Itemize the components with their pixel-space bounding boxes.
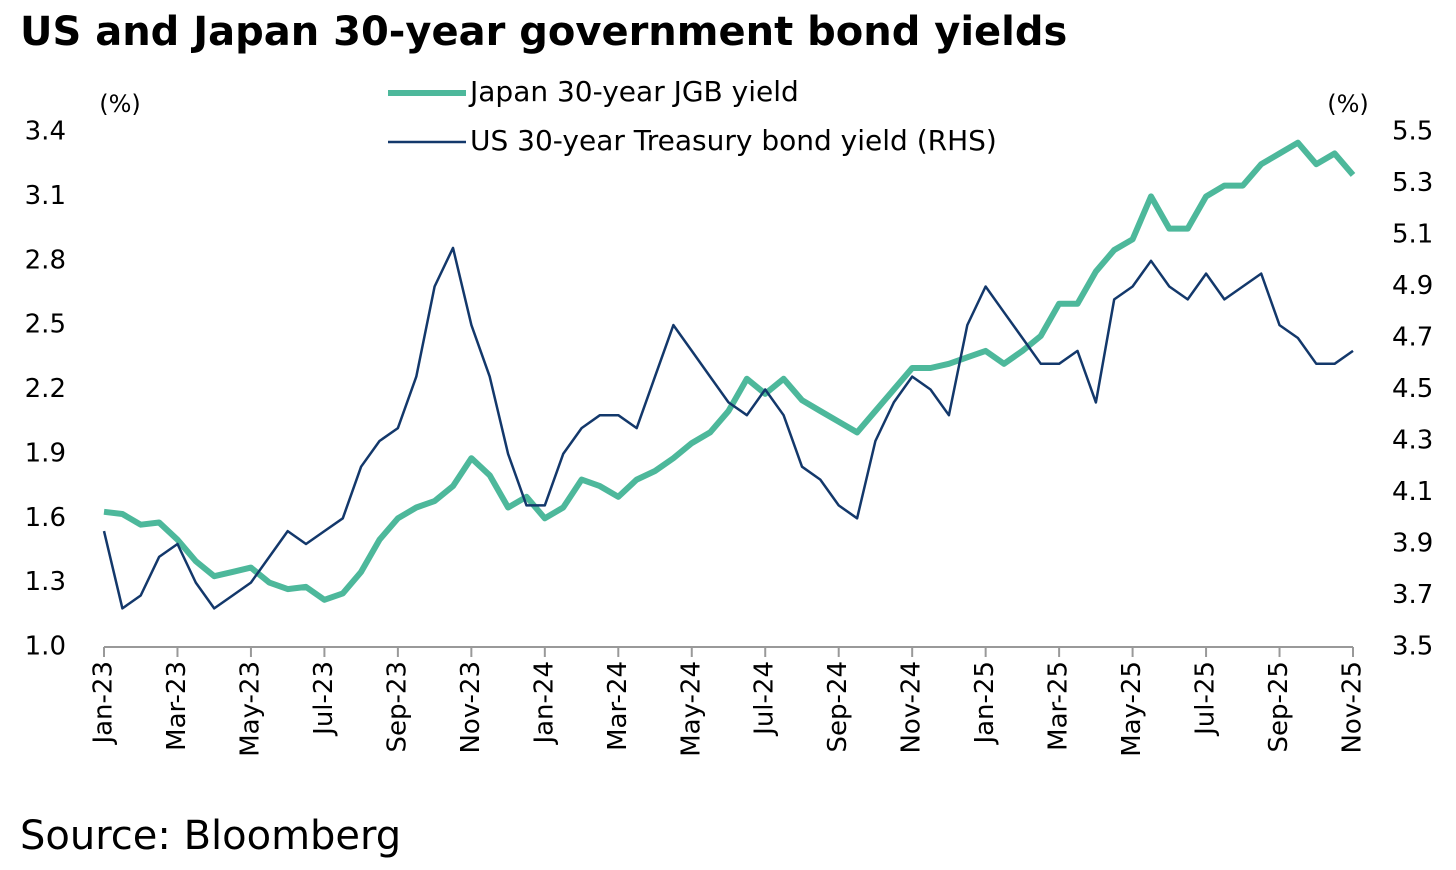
y2-tick-label: 3.9 — [1392, 529, 1433, 559]
y-axis-label: (%) — [99, 90, 141, 118]
y2-tick-label: 4.9 — [1392, 271, 1433, 301]
y-tick-label: 1.3 — [25, 567, 66, 597]
y-tick-label: 1.0 — [25, 632, 66, 662]
y-tick-label: 2.5 — [25, 310, 66, 340]
x-tick-label: Jan-23 — [89, 661, 119, 746]
legend-label: Japan 30-year JGB yield — [468, 75, 799, 108]
y2-tick-label: 4.5 — [1392, 374, 1433, 404]
legend-label: US 30-year Treasury bond yield (RHS) — [470, 124, 997, 157]
x-tick-label: May-25 — [1117, 661, 1147, 757]
x-tick-label: Jan-25 — [970, 661, 1000, 746]
x-tick-label: Sep-25 — [1264, 661, 1294, 752]
x-tick-label: Jul-24 — [750, 661, 780, 737]
y-tick-label: 2.2 — [25, 374, 66, 404]
x-tick-label: Nov-25 — [1338, 661, 1368, 754]
y2-tick-label: 5.5 — [1392, 117, 1433, 147]
x-tick-label: May-23 — [235, 661, 265, 757]
y-tick-label: 1.6 — [25, 503, 66, 533]
y2-axis-label: (%) — [1327, 90, 1369, 118]
x-tick-label: Mar-24 — [603, 661, 633, 751]
chart-title: US and Japan 30-year government bond yie… — [20, 9, 1067, 55]
x-tick-label: Nov-23 — [456, 661, 486, 754]
x-tick-label: Nov-24 — [897, 661, 927, 754]
x-tick-label: Sep-24 — [823, 661, 853, 752]
y-tick-label: 2.8 — [25, 245, 66, 275]
source: Source: Bloomberg — [20, 813, 401, 859]
y2-tick-label: 5.3 — [1392, 168, 1433, 198]
y2-tick-label: 5.1 — [1392, 220, 1433, 250]
y-tick-label: 1.9 — [25, 438, 66, 468]
x-tick-label: Mar-25 — [1044, 661, 1074, 751]
x-tick-label: Sep-23 — [382, 661, 412, 752]
y2-tick-label: 4.3 — [1392, 426, 1433, 456]
x-tick-label: Mar-23 — [162, 661, 192, 751]
y2-tick-label: 3.5 — [1392, 632, 1433, 662]
x-tick-label: May-24 — [676, 661, 706, 757]
y-tick-label: 3.4 — [25, 117, 66, 147]
y2-tick-label: 4.1 — [1392, 477, 1433, 507]
series-line — [103, 139, 1356, 603]
y2-tick-label: 4.7 — [1392, 323, 1433, 353]
y-tick-label: 3.1 — [25, 181, 66, 211]
x-tick-label: Jul-25 — [1191, 661, 1221, 737]
y2-tick-label: 3.7 — [1392, 580, 1433, 610]
x-tick-label: Jul-23 — [309, 661, 339, 737]
series-line — [102, 246, 1354, 610]
x-tick-label: Jan-24 — [529, 661, 559, 746]
